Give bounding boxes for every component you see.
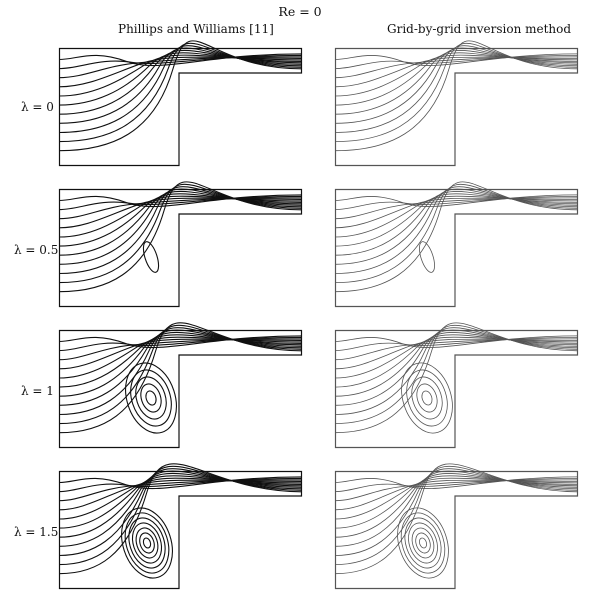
streamline-panel-r0-c0: [58, 40, 303, 167]
vortex-ring: [415, 532, 431, 554]
streamline: [334, 475, 579, 529]
streamline-panel-r0-c1: [334, 40, 579, 167]
vortex: [401, 362, 453, 434]
vortex-ring: [135, 527, 159, 559]
vortex-ring: [128, 517, 166, 569]
vortex-ring: [416, 383, 438, 413]
vortex-ring: [411, 376, 443, 420]
row-label-lambda-0.5: λ = 0.5: [14, 243, 59, 257]
vortex-ring: [130, 369, 172, 427]
vortex-ring: [406, 369, 448, 427]
vortex-ring: [124, 512, 170, 574]
vortex-ring: [142, 537, 152, 549]
vortex-ring: [121, 507, 173, 579]
vortex-ring: [421, 390, 433, 406]
streamlines: [334, 181, 579, 293]
vortex-ring: [131, 522, 163, 564]
vortex-ring: [142, 241, 160, 273]
streamline: [334, 193, 579, 247]
streamline: [334, 335, 579, 348]
figure-title: Re = 0: [278, 4, 322, 19]
streamlines: [58, 463, 303, 575]
streamline-panel-r1-c0: [58, 181, 303, 308]
streamlines: [58, 40, 303, 152]
vortex-ring: [140, 383, 162, 413]
column-header-left: Phillips and Williams [11]: [118, 22, 274, 36]
streamline: [334, 40, 579, 152]
vortex-ring: [400, 512, 446, 574]
streamlines: [58, 181, 303, 293]
streamlines: [334, 463, 579, 575]
vortex-ring: [401, 362, 453, 434]
streamline-panel-r3-c1: [334, 463, 579, 590]
streamline: [334, 322, 579, 434]
streamline-panel-r1-c1: [334, 181, 579, 308]
streamline: [58, 181, 303, 293]
vortex-ring: [397, 507, 449, 579]
streamline: [334, 52, 579, 106]
vortex-ring: [139, 532, 155, 554]
vortex-ring: [404, 517, 442, 569]
vortex: [397, 507, 449, 579]
streamline: [58, 40, 303, 152]
vortex: [419, 241, 435, 273]
vortex-ring: [419, 241, 435, 273]
streamline: [334, 468, 579, 556]
vortex-ring: [135, 376, 167, 420]
vortex-ring: [408, 522, 438, 564]
streamline-panel-r2-c0: [58, 322, 303, 449]
streamline: [334, 45, 579, 133]
streamline: [334, 181, 579, 293]
vortex-ring: [145, 390, 157, 406]
streamline: [58, 52, 303, 106]
streamline: [58, 463, 303, 575]
vortex: [121, 507, 173, 579]
row-label-lambda-1.5: λ = 1.5: [14, 525, 59, 539]
vortex: [142, 241, 160, 273]
streamline: [334, 327, 579, 415]
streamline: [58, 322, 303, 434]
row-label-lambda-1: λ = 1: [21, 384, 54, 398]
streamline: [334, 194, 579, 207]
streamline-panel-r2-c1: [334, 322, 579, 449]
streamlines: [334, 322, 579, 434]
streamline: [58, 193, 303, 247]
streamline-panel-r3-c0: [58, 463, 303, 590]
streamline: [58, 475, 303, 529]
row-label-lambda-0: λ = 0: [21, 100, 54, 114]
column-header-right: Grid-by-grid inversion method: [387, 22, 572, 36]
vortex-ring: [411, 527, 435, 559]
vortex: [125, 362, 177, 434]
streamline: [334, 463, 579, 575]
vortex-ring: [125, 362, 177, 434]
vortex-ring: [419, 537, 427, 549]
streamlines: [334, 40, 579, 152]
streamlines: [58, 322, 303, 434]
